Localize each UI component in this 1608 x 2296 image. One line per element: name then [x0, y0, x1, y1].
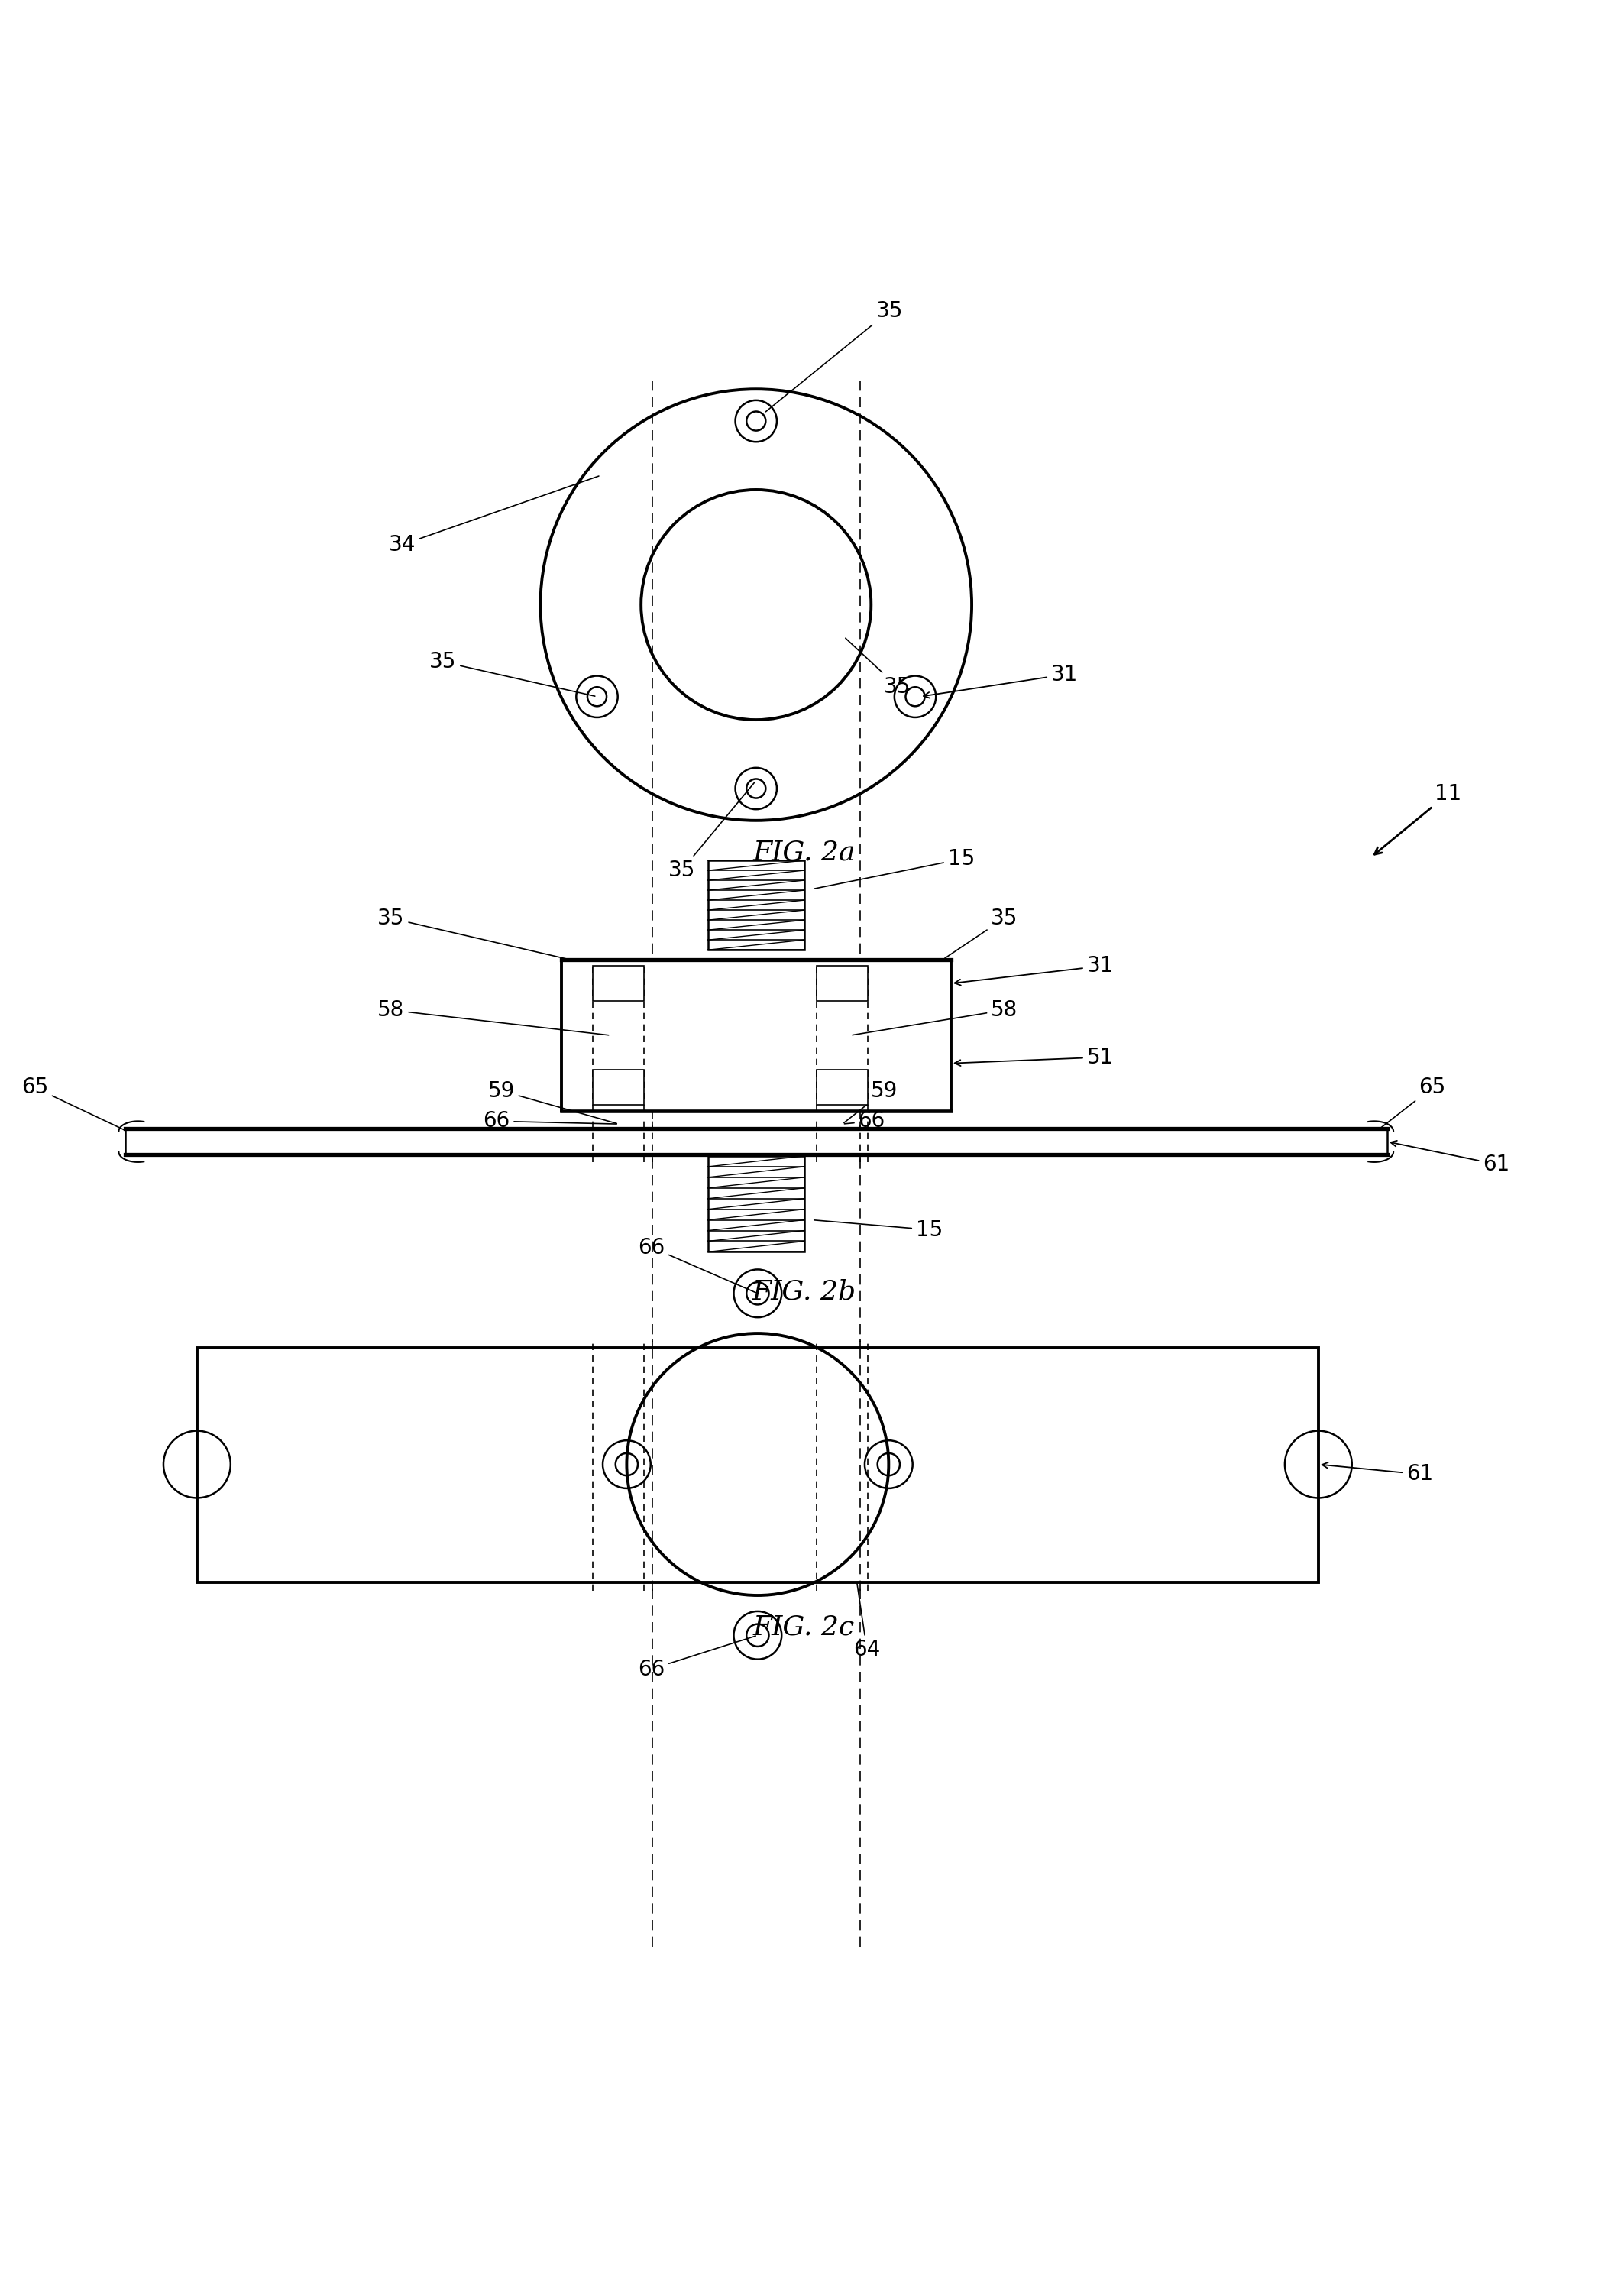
Text: 58: 58 [378, 999, 608, 1035]
Text: 66: 66 [857, 1387, 888, 1463]
Text: 35: 35 [765, 301, 904, 411]
Text: 15: 15 [814, 850, 974, 889]
Text: FIG. 2a: FIG. 2a [753, 840, 855, 866]
Text: 61: 61 [1391, 1141, 1510, 1176]
Bar [817, 967, 868, 1001]
Text: 35: 35 [429, 652, 595, 696]
Text: 66: 66 [539, 1465, 626, 1520]
Text: 15: 15 [814, 1219, 942, 1240]
Bar [708, 1155, 804, 1251]
Text: FIG. 2b: FIG. 2b [753, 1279, 855, 1304]
Text: 51: 51 [955, 1047, 1114, 1068]
Text: 61: 61 [1322, 1463, 1433, 1486]
Text: 65: 65 [209, 1375, 236, 1463]
Bar [125, 1130, 1388, 1155]
Text: 11: 11 [1375, 783, 1462, 854]
Text: 65: 65 [21, 1077, 148, 1141]
Text: 66: 66 [638, 1238, 756, 1293]
Text: 58: 58 [852, 999, 1018, 1035]
Text: 59: 59 [487, 1079, 616, 1123]
Bar [198, 1348, 1319, 1582]
Bar [593, 967, 645, 1001]
Bar [817, 1070, 868, 1104]
Text: 31: 31 [955, 955, 1114, 985]
Text: 34: 34 [389, 475, 598, 556]
Text: 64: 64 [852, 1552, 881, 1660]
Text: 66: 66 [638, 1637, 756, 1681]
Text: FIG. 2c: FIG. 2c [753, 1614, 855, 1639]
Text: 35: 35 [946, 907, 1018, 957]
Text: 59: 59 [844, 1079, 899, 1123]
Bar [593, 1070, 645, 1104]
Text: 31: 31 [923, 664, 1077, 698]
Bar [708, 861, 804, 951]
Text: 35: 35 [669, 783, 754, 882]
Text: 35: 35 [846, 638, 910, 698]
Text: 65: 65 [1214, 1465, 1277, 1536]
Bar [561, 960, 950, 1111]
Text: 35: 35 [378, 907, 568, 960]
Text: 65: 65 [1365, 1077, 1446, 1141]
Text: 66: 66 [482, 1111, 616, 1132]
Text: 66: 66 [844, 1111, 886, 1132]
